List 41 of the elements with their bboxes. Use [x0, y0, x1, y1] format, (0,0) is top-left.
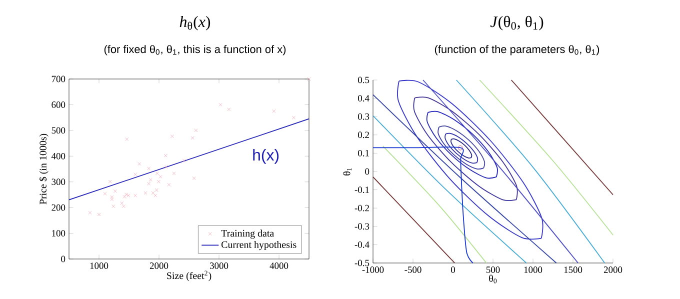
x-tick-label: 0	[451, 266, 456, 273]
y-tick-label: 100	[52, 230, 66, 236]
y-tick-label: 500	[52, 127, 66, 134]
x-tick-label: 500	[486, 266, 500, 273]
y-tick-label: -0.3	[354, 223, 370, 230]
x-tick-label: 2000	[150, 262, 168, 269]
y-tick-label: 0	[365, 168, 370, 175]
y-tick-label: 200	[52, 204, 66, 211]
y-tick-label: 0.4	[358, 95, 370, 102]
y-tick-label: 300	[52, 178, 66, 186]
x-tick-label: 1500	[564, 266, 582, 273]
y-tick-label: 700	[52, 76, 66, 82]
annotation: h(x)	[253, 148, 279, 164]
x-tick-label: 2000	[604, 266, 622, 273]
y-tick-label: 0.3	[358, 113, 370, 120]
y-tick-label: 0	[61, 256, 66, 262]
y-tick-label: -0.5	[354, 260, 370, 266]
y-tick-label: 400	[51, 152, 66, 160]
y-tick-label: 600	[52, 102, 66, 108]
x-tick-label: 3000	[210, 262, 228, 269]
y-tick-label: 0.2	[358, 132, 369, 138]
chart-title: h$_{θ}$(x)	[180, 16, 210, 30]
y-tick-label: 0.5	[358, 76, 370, 84]
legend-label: Training data	[221, 230, 274, 239]
x-axis-title: Size (feet$^{2}$)	[167, 270, 212, 282]
x-tick-label: -1000	[362, 266, 384, 273]
x-tick-label: 4000	[270, 262, 288, 269]
y-tick-label: -0.4	[354, 241, 370, 248]
chart-subtitle: (for fixed θ$_{0}$, θ$_{1}$, this is a function of x)	[104, 45, 286, 56]
y-axis-title: θ$_{1}$	[343, 168, 352, 176]
y-tick-label: -0.1	[354, 186, 369, 194]
chart-title: J(θ$_{0}$, θ$_{1}$)	[490, 16, 544, 30]
x-tick-label: -500	[404, 266, 422, 273]
y-axis-title: Price $ (in 1000s)	[39, 134, 48, 204]
x-axis-title: θ$_{0}$	[489, 274, 497, 284]
y-tick-label: 0.1	[358, 150, 369, 156]
legend-label: Current hypothesis	[221, 241, 296, 250]
chart-subtitle: (function of the parameters θ$_{0}$, θ$_{1}$)	[434, 45, 600, 56]
x-tick-label: 1000	[90, 262, 108, 269]
y-tick-label: -0.2	[354, 204, 369, 212]
x-tick-label: 1000	[524, 266, 542, 273]
